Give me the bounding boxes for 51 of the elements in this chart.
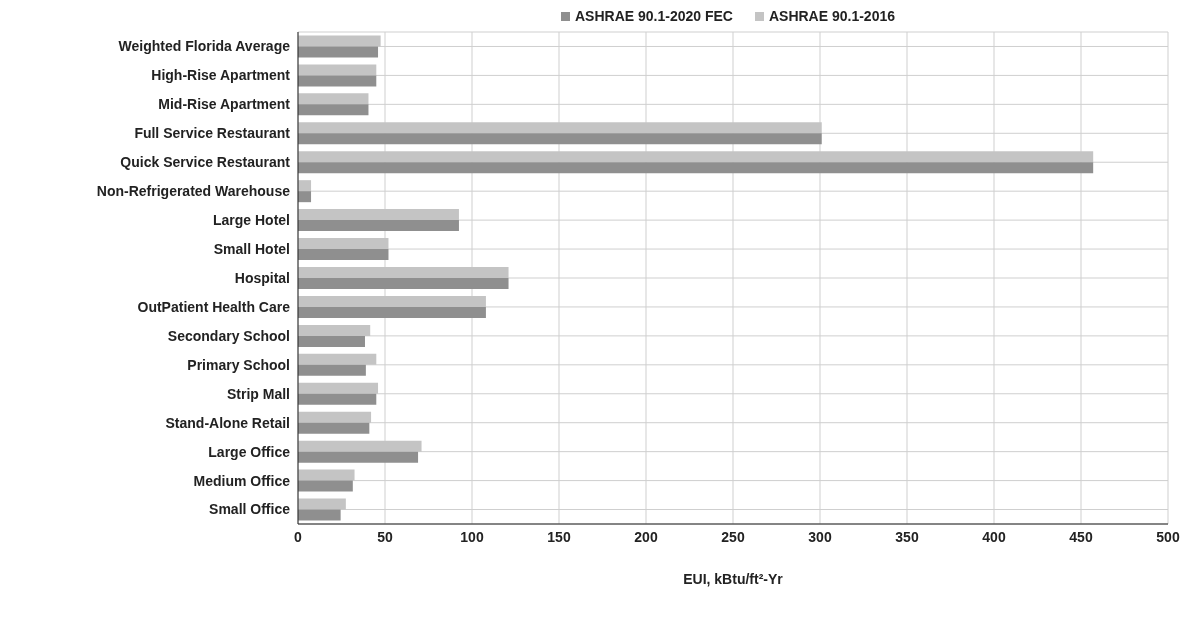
y-tick-label: Secondary School [167,327,290,344]
y-tick-label: Hospital [234,269,290,286]
x-tick-label: 150 [547,528,571,545]
y-tick-label: Small Hotel [213,241,290,258]
x-tick-label: 350 [895,528,919,545]
y-tick-label: Medium Office [193,472,291,489]
bar [298,220,459,232]
bar [298,249,389,261]
y-tick-label: OutPatient Health Care [137,298,291,315]
y-tick-label: Primary School [187,356,290,373]
bar [298,162,1094,174]
x-tick-label: 200 [634,528,658,545]
bar [298,278,509,289]
y-tick-label: High-Rise Apartment [151,67,291,84]
y-tick-label: Mid-Rise Apartment [158,96,291,113]
bar [298,364,366,376]
x-tick-label: 250 [721,528,745,545]
bar [298,480,353,492]
bar [298,393,377,405]
bar [298,180,312,192]
bar [298,306,486,318]
x-tick-label: 0 [294,528,303,545]
y-tick-label: Small Office [209,501,291,518]
y-tick-label: Quick Service Restaurant [120,154,291,171]
bar [298,93,369,105]
bar [298,46,379,58]
bar [298,64,377,76]
bar [298,335,365,347]
y-tick-label: Full Service Restaurant [134,125,291,142]
legend-label: ASHRAE 90.1-2016 [767,8,895,24]
x-axis-title: EUI, kBtu/ft²-Yr [683,571,784,587]
bar [298,191,312,203]
y-tick-label: Stand-Alone Retail [165,414,290,431]
bar [298,104,369,116]
y-tick-label: Large Office [208,443,291,460]
y-tick-label: Non-Refrigerated Warehouse [96,183,291,200]
x-tick-label: 50 [377,528,393,545]
legend-label: ASHRAE 90.1-2020 FEC [574,8,733,24]
x-tick-label: 100 [460,528,484,545]
x-tick-label: 400 [982,528,1006,545]
y-tick-label: Weighted Florida Average [118,38,291,55]
bar [298,509,341,521]
x-tick-label: 450 [1069,528,1093,545]
bar [298,422,370,434]
x-tick-label: 500 [1156,528,1180,545]
y-tick-label: Large Hotel [212,212,290,229]
x-tick-label: 300 [808,528,832,545]
bar [298,451,419,463]
y-tick-label: Strip Mall [226,385,290,402]
bar [298,133,822,145]
bar [298,75,377,87]
